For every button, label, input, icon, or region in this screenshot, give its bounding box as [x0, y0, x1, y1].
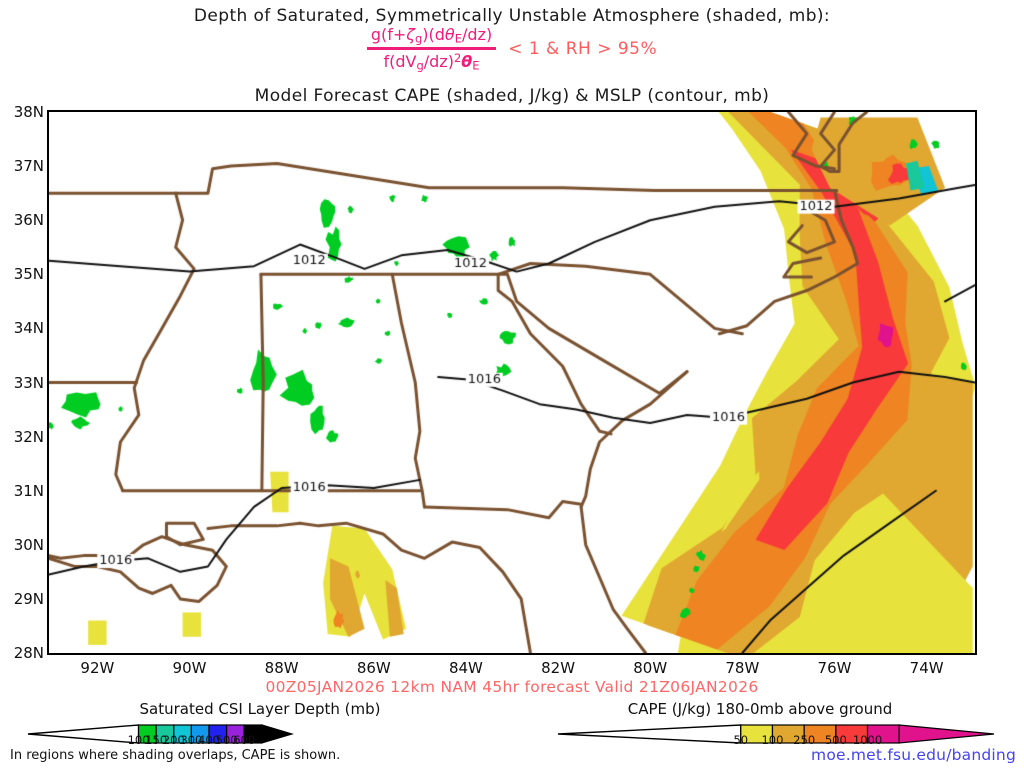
- colorbar-tick-label: 400: [198, 733, 220, 747]
- x-axis-tick: 76W: [817, 659, 852, 677]
- x-axis-tick: 84W: [448, 659, 483, 677]
- page-title: Depth of Saturated, Symmetrically Unstab…: [193, 6, 831, 26]
- x-axis-tick: 82W: [541, 659, 576, 677]
- x-axis-tick: 74W: [909, 659, 944, 677]
- overlap-note: In regions where shading overlaps, CAPE …: [10, 748, 341, 763]
- subtitle-model: Model Forecast CAPE (shaded, J/kg) & MSL…: [254, 86, 770, 106]
- forecast-map-canvas[interactable]: [49, 112, 975, 653]
- x-axis-tick: 78W: [725, 659, 760, 677]
- colorbar-tick-label: 250: [793, 733, 816, 747]
- y-axis-tick: 32N: [13, 427, 44, 446]
- x-axis-tick: 86W: [356, 659, 391, 677]
- forecast-valid-line: 00Z05JAN2026 12km NAM 45hr forecast Vali…: [265, 678, 759, 696]
- colorbar-tick-label: 200: [162, 733, 185, 747]
- x-axis-tick: 90W: [172, 659, 207, 677]
- colorbar-tick-label: 50: [733, 733, 749, 747]
- y-axis-tick: 28N: [13, 644, 44, 662]
- colorbar-csi-ticks: 100 150 200 300 400 500 600: [26, 733, 294, 749]
- fraction-bar: [366, 47, 497, 51]
- colorbar-cape[interactable]: [556, 723, 996, 745]
- y-axis-tick: 29N: [13, 589, 44, 608]
- cb-right-svg: [557, 724, 995, 744]
- y-axis-tick: 36N: [13, 211, 44, 230]
- colorbar-tick-label: 1000: [852, 733, 883, 747]
- y-axis-tick: 31N: [13, 481, 44, 500]
- colorbar-tick-label: 100: [127, 733, 150, 747]
- y-axis: 38N 37N 36N 35N 34N 33N 32N 31N 30N 29N 28N: [0, 103, 44, 662]
- csi-formula: g(f+ζg)(dθE/dz) f(dVg/dz)2θE < 1 & RH > …: [0, 25, 1024, 73]
- colorbar-high-arrow: [898, 724, 995, 744]
- x-axis: 92W 90W 88W 86W 84W 82W 80W 78W 76W 74W: [47, 659, 977, 679]
- x-axis-tick: 88W: [264, 659, 299, 677]
- colorbar-cape-ticks: 50 100 250 500 1000: [556, 733, 996, 749]
- formula-fraction: g(f+ζg)(dθE/dz) f(dVg/dz)2θE: [366, 25, 497, 73]
- colorbar-tick-label: 300: [180, 733, 203, 747]
- colorbar-csi[interactable]: [26, 723, 294, 745]
- y-axis-tick: 30N: [13, 535, 44, 554]
- y-axis-tick: 34N: [13, 319, 44, 338]
- map-plot-area[interactable]: [47, 110, 977, 655]
- source-url-link[interactable]: moe.met.fsu.edu/banding: [811, 746, 1016, 764]
- colorbar-tick-label: 500: [215, 733, 238, 747]
- formula-denominator: f(dVg/dz)2θE: [383, 51, 480, 73]
- y-axis-tick: 38N: [13, 103, 44, 121]
- cb-left-svg: [27, 724, 294, 744]
- colorbar-right-title: CAPE (J/kg) 180-0mb above ground: [627, 700, 893, 718]
- y-axis-tick: 33N: [13, 373, 44, 392]
- colorbar-high-arrow: [261, 724, 294, 744]
- colorbar-tick-label: 600: [233, 733, 256, 747]
- y-axis-tick: 35N: [13, 265, 44, 284]
- y-axis-tick: 37N: [13, 157, 44, 176]
- formula-condition: < 1 & RH > 95%: [508, 39, 658, 60]
- colorbar-tick-label: 100: [761, 733, 784, 747]
- x-axis-tick: 92W: [80, 659, 115, 677]
- x-axis-tick: 80W: [633, 659, 668, 677]
- formula-numerator: g(f+ζg)(dθE/dz): [370, 25, 493, 46]
- colorbar-tick-label: 150: [145, 733, 168, 747]
- colorbar-left-title: Saturated CSI Layer Depth (mb): [139, 700, 381, 718]
- colorbar-tick-label: 500: [824, 733, 847, 747]
